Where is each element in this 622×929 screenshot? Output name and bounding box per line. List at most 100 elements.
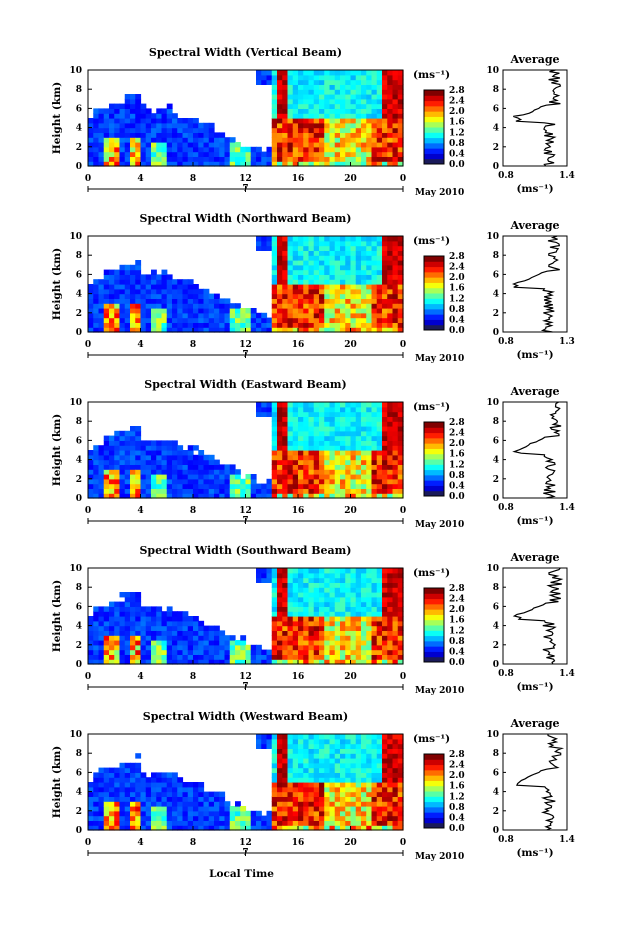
heatmap-cell (130, 430, 136, 437)
heatmap-cell (361, 815, 367, 821)
heatmap-cell (130, 611, 136, 617)
heatmap-cell (187, 317, 194, 323)
heatmap-cell (392, 620, 399, 627)
heatmap-cell (103, 327, 110, 333)
heatmap-cell (140, 279, 147, 285)
heatmap-cell (371, 450, 378, 456)
heatmap-cell (266, 478, 273, 485)
heatmap-cell (135, 161, 142, 167)
heatmap-cell (382, 94, 388, 100)
heatmap-cell (208, 625, 215, 631)
heatmap-cell (397, 786, 404, 793)
heatmap-cell (109, 611, 115, 617)
heatmap-cell (387, 79, 394, 85)
heatmap-cell (350, 777, 357, 783)
heatmap-cell (172, 625, 178, 631)
heatmap-cell (382, 264, 388, 271)
heatmap-cell (345, 734, 352, 740)
heatmap-cell (387, 469, 394, 475)
heatmap-cell (235, 161, 241, 167)
heatmap-cell (277, 748, 283, 754)
heatmap-cell (177, 317, 184, 323)
heatmap-cell (329, 260, 336, 266)
heatmap-cell (93, 644, 100, 651)
heatmap-cell (334, 435, 341, 441)
heatmap-cell (319, 644, 325, 651)
heatmap-cell (361, 298, 367, 304)
heatmap-cell (282, 587, 289, 593)
heatmap-cell (277, 488, 283, 494)
heatmap-cell (345, 782, 352, 788)
heatmap-cell (329, 279, 336, 285)
heatmap-cell (371, 240, 378, 247)
heatmap-cell (313, 245, 320, 251)
heatmap-cell (392, 810, 399, 817)
heatmap-cell (392, 98, 399, 105)
heatmap-cell (214, 469, 220, 475)
x-axis-label: Local Time (209, 868, 274, 880)
heatmap-cell (156, 454, 163, 461)
heatmap-cell (103, 269, 110, 275)
heatmap-cell (308, 156, 315, 162)
heatmap-cell (324, 796, 331, 802)
heatmap-cell (361, 454, 367, 461)
heatmap-cell (319, 402, 325, 408)
heatmap-cell (119, 146, 126, 153)
heatmap-cell (151, 118, 157, 124)
heatmap-cell (340, 801, 346, 807)
heatmap-cell (166, 279, 173, 285)
heatmap-cell (277, 70, 283, 76)
heatmap-cell (98, 118, 105, 124)
heatmap-cell (214, 298, 220, 304)
heatmap-cell (109, 777, 115, 783)
heatmap-cell (397, 611, 404, 617)
heatmap-cell (266, 146, 273, 153)
heatmap-cell (130, 98, 136, 105)
heatmap-cell (114, 161, 121, 167)
heatmap-cell (271, 322, 278, 328)
heatmap-cell (98, 649, 105, 655)
colorbar-tick-label: 0.8 (449, 471, 465, 481)
heatmap-cell (245, 654, 252, 660)
heatmap-cell (319, 103, 325, 109)
heatmap-cell (266, 79, 273, 85)
heatmap-cell (261, 743, 268, 749)
heatmap-cell (135, 772, 142, 778)
heatmap-cell (371, 416, 378, 422)
heatmap-cell (93, 450, 100, 456)
heatmap-cell (397, 293, 404, 299)
heatmap-cell (109, 601, 115, 607)
heatmap-cell (256, 644, 262, 651)
heatmap-cell (329, 74, 336, 81)
heatmap-cell (177, 611, 184, 617)
heatmap-cell (319, 469, 325, 475)
heatmap-cell (98, 488, 105, 494)
heatmap-cell (271, 469, 278, 475)
heatmap-cell (109, 293, 115, 299)
heatmap-cell (156, 132, 163, 138)
heatmap-cell (382, 108, 388, 114)
heatmap-cell (361, 288, 367, 295)
heatmap-cell (282, 103, 289, 109)
heatmap-cell (161, 118, 168, 124)
heatmap-cell (187, 483, 194, 489)
heatmap-cell (93, 611, 100, 617)
heatmap-cell (261, 493, 268, 499)
heatmap-cell (140, 113, 147, 119)
heatmap-cell (334, 572, 341, 579)
heatmap-cell (361, 825, 367, 831)
heatmap-cell (334, 245, 341, 251)
heatmap-cell (340, 308, 346, 314)
heatmap-cell (329, 464, 336, 470)
heatmap-cell (261, 568, 268, 574)
heatmap-cell (392, 796, 399, 802)
heatmap-cell (366, 312, 373, 319)
heatmap-cell (135, 791, 142, 797)
heatmap-cell (177, 791, 184, 797)
heatmap-cell (319, 440, 325, 446)
heatmap-cell (345, 245, 352, 251)
heatmap-cell (88, 649, 94, 655)
colorbar-bin (424, 485, 444, 492)
heatmap-cell (277, 758, 283, 764)
heatmap-cell (298, 478, 304, 485)
